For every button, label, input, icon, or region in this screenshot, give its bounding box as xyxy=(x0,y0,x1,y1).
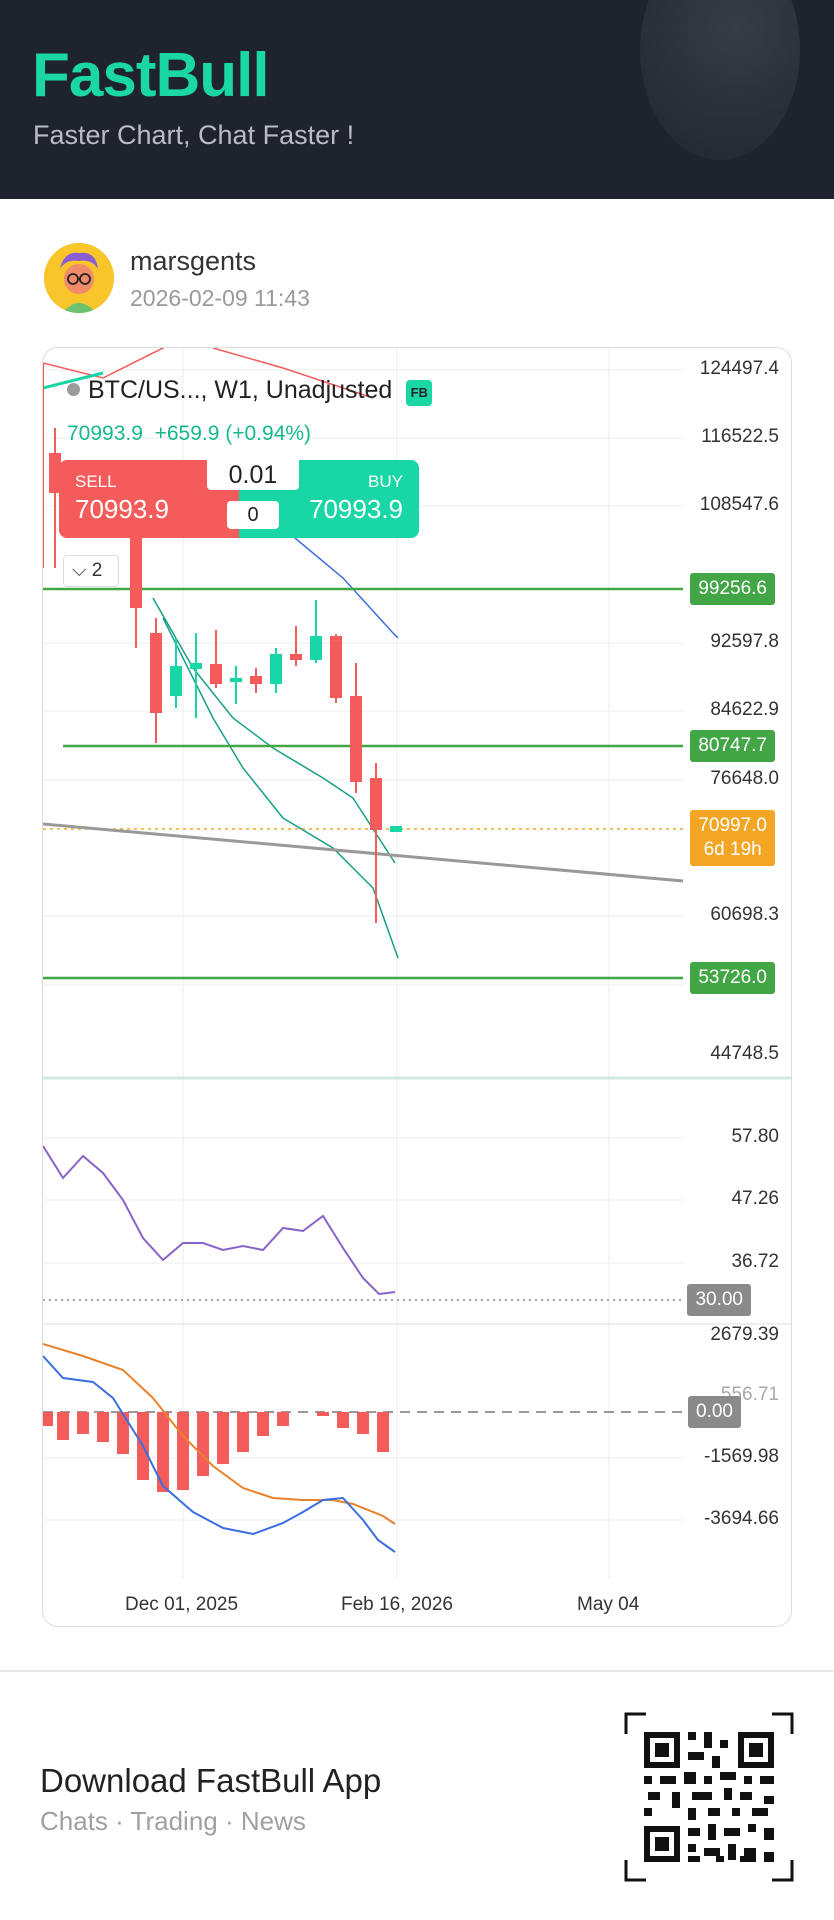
chevron-down-icon: ⌵ xyxy=(72,560,87,581)
status-dot xyxy=(67,383,80,396)
level-tag[interactable]: 80747.7 xyxy=(690,730,775,762)
level-tag[interactable]: 99256.6 xyxy=(690,573,775,605)
x-axis-label: May 04 xyxy=(577,1594,640,1615)
fastbull-logo: FastBull xyxy=(32,41,270,110)
rsi-level-tag: 30.00 xyxy=(687,1284,751,1316)
macd-axis-label: -3694.66 xyxy=(703,1508,779,1529)
fb-badge: FB xyxy=(406,380,433,406)
indicator-toggle[interactable]: ⌵ 2 xyxy=(63,555,119,587)
tagline: Faster Chart, Chat Faster ! xyxy=(33,120,355,150)
price-axis-label: 44748.5 xyxy=(710,1043,779,1064)
spread-value: 0 xyxy=(227,501,279,529)
sell-price: 70993.9 xyxy=(75,494,169,524)
buy-label: BUY xyxy=(368,472,403,491)
x-axis-label: Feb 16, 2026 xyxy=(341,1594,453,1615)
price-axis-label: 60698.3 xyxy=(710,904,779,925)
price-chart-card[interactable]: BTC/US..., W1, Unadjusted FB 70993.9 +659… xyxy=(42,347,792,1627)
app-header: FastBull Faster Chart, Chat Faster ! xyxy=(0,0,834,199)
trade-panel: SELL 70993.9 BUY 70993.9 0.01 0 xyxy=(59,460,419,538)
bar-countdown: 6d 19h xyxy=(703,839,762,860)
username[interactable]: marsgents xyxy=(130,246,257,276)
symbol-name[interactable]: BTC/US... xyxy=(88,376,201,404)
price-axis-label: 84622.9 xyxy=(710,699,779,720)
level-tag[interactable]: 53726.0 xyxy=(690,962,775,994)
sell-label: SELL xyxy=(75,472,117,491)
indicator-count: 2 xyxy=(91,560,103,581)
price-axis-label: 76648.0 xyxy=(710,768,779,789)
symbol-header[interactable]: BTC/US..., W1, Unadjusted FB xyxy=(67,376,433,406)
current-price: 70997.0 xyxy=(698,815,767,836)
footer-divider xyxy=(0,1670,834,1672)
change-value: +659.9 (+0.94%) xyxy=(154,422,312,445)
symbol-suffix: , W1, Unadjusted xyxy=(200,376,393,404)
price-axis-label: 108547.6 xyxy=(699,494,779,515)
download-subtitle: Chats · Trading · News xyxy=(40,1806,306,1836)
chart-canvas[interactable] xyxy=(43,348,792,1627)
quantity-input[interactable]: 0.01 xyxy=(207,460,299,490)
macd-axis-label: -1569.98 xyxy=(703,1446,779,1467)
macd-zero-tag: 0.00 xyxy=(688,1396,741,1428)
last-price: 70993.9 xyxy=(67,422,143,445)
price-change: 70993.9 +659.9 (+0.94%) xyxy=(67,422,311,446)
rsi-axis-label: 57.80 xyxy=(731,1126,779,1147)
rsi-axis-label: 47.26 xyxy=(731,1188,779,1209)
download-title[interactable]: Download FastBull App xyxy=(40,1762,382,1799)
price-axis-label: 92597.8 xyxy=(710,631,779,652)
price-axis-label: 124497.4 xyxy=(699,358,779,379)
price-axis-label: 116522.5 xyxy=(701,426,779,447)
post-timestamp: 2026-02-09 11:43 xyxy=(130,285,310,311)
moon-decoration xyxy=(640,0,800,160)
macd-axis-label: 2679.39 xyxy=(710,1324,779,1345)
rsi-axis-label: 36.72 xyxy=(731,1251,779,1272)
x-axis-label: Dec 01, 2025 xyxy=(125,1594,239,1615)
buy-price: 70993.9 xyxy=(309,494,403,524)
current-price-tag: 70997.0 6d 19h xyxy=(690,810,775,866)
user-avatar[interactable] xyxy=(44,243,114,313)
qr-code-icon[interactable] xyxy=(624,1712,794,1882)
